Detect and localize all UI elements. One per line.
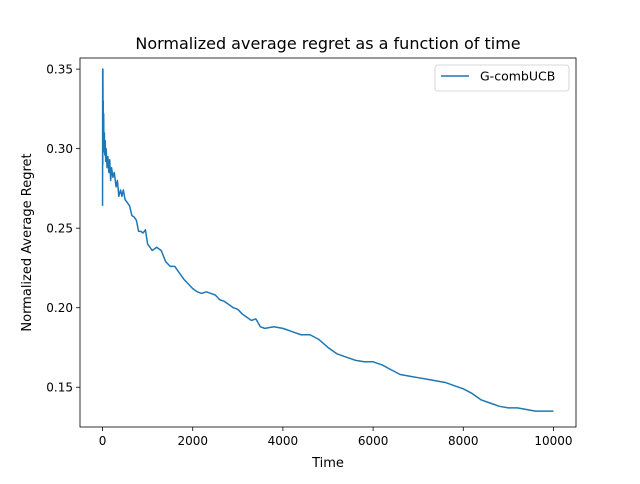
x-axis-ticks: 0 2000 4000 6000 8000 10000 [99, 427, 573, 448]
x-tick-label: 8000 [448, 434, 479, 448]
y-axis-label: Normalized Average Regret [20, 153, 35, 331]
y-tick-label: 0.20 [46, 301, 73, 315]
legend-label: G-combUCB [480, 69, 555, 84]
x-tick-label: 6000 [358, 434, 389, 448]
legend: G-combUCB [434, 64, 570, 92]
chart-title: Normalized average regret as a function … [135, 34, 520, 53]
y-tick-label: 0.25 [46, 222, 73, 236]
x-tick-label: 2000 [177, 434, 208, 448]
x-tick-label: 0 [99, 434, 107, 448]
y-tick-label: 0.30 [46, 142, 73, 156]
y-tick-label: 0.35 [46, 63, 73, 77]
x-tick-label: 10000 [534, 434, 572, 448]
legend-frame [434, 64, 570, 92]
series-line-g-combucb [101, 68, 554, 412]
axes-frame [79, 57, 577, 428]
x-tick-label: 4000 [268, 434, 299, 448]
x-axis-label: Time [311, 456, 344, 471]
y-tick-label: 0.15 [46, 381, 73, 395]
plot-area [79, 57, 577, 428]
y-axis-ticks: 0.15 0.20 0.25 0.30 0.35 [46, 63, 80, 395]
